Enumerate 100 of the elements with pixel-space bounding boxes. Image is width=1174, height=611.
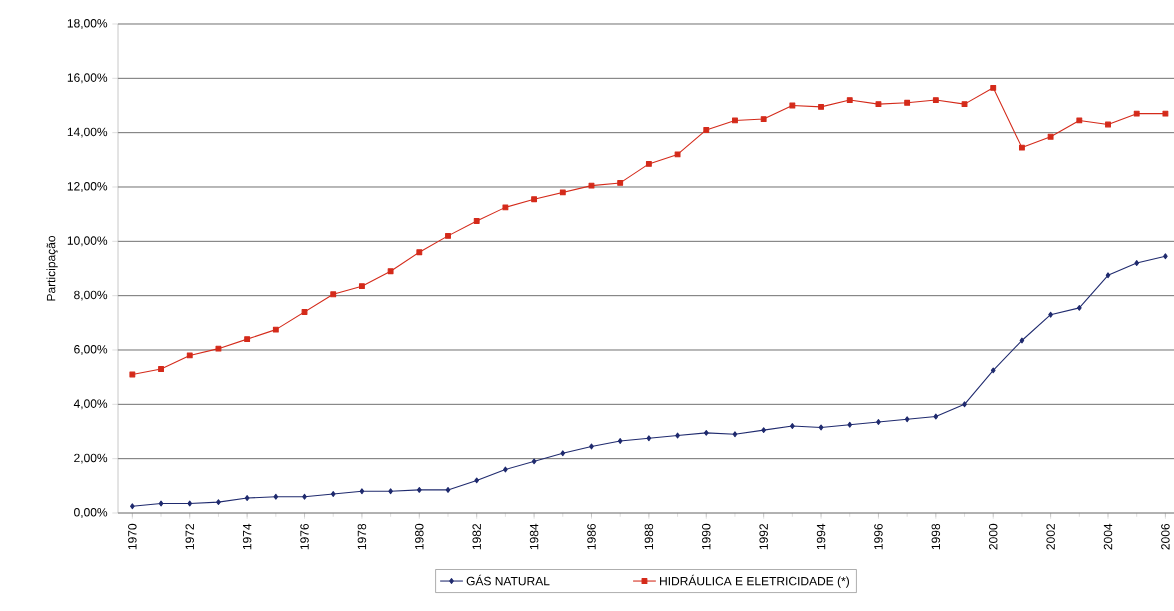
x-tick-label: 1988 [644,523,654,550]
point [186,352,193,359]
y-tick-label: 16,00% [67,73,108,84]
point [645,160,652,167]
point [962,401,967,408]
point [302,493,307,500]
y-tick-label: 12,00% [67,182,108,192]
point [818,424,824,431]
point [387,268,394,275]
x-tick-label: 1978 [357,523,367,550]
x-tick-label: 1994 [816,523,826,550]
point [703,429,709,436]
point [990,367,996,374]
point [846,97,853,104]
y-tick-label: 8,00% [74,290,108,301]
y-tick-label: 6,00% [74,345,108,355]
x-tick-label: 2000 [988,523,998,550]
point [732,431,738,438]
point [588,182,595,189]
x-tick-label: 1986 [587,523,596,550]
y-tick-label: 0,00% [74,508,108,518]
point [904,99,911,106]
point [790,423,795,429]
point [1105,272,1111,279]
y-tick-label: 10,00% [67,236,108,247]
point [589,443,594,450]
x-tick-label: 1982 [472,524,481,550]
point [187,500,193,507]
point [646,435,652,442]
point [761,427,766,434]
point [445,486,451,493]
point [617,438,623,444]
point [358,283,365,290]
point [876,419,881,425]
x-tick-label: 1996 [874,523,883,550]
point [330,491,336,497]
point [961,101,968,108]
point [789,102,796,109]
point [158,366,164,372]
point [1019,337,1025,344]
x-tick-label: 1984 [529,523,539,550]
x-tick-label: 1992 [759,524,768,550]
point [732,117,738,124]
point [1018,144,1025,151]
point [445,232,451,239]
point [933,413,939,420]
point [674,151,681,158]
point [502,204,509,211]
point [990,84,997,91]
point [1162,110,1169,117]
y-axis-title: Participação [46,236,58,301]
point [904,416,910,423]
point [1105,121,1111,128]
point [560,450,566,457]
point [1076,117,1083,124]
x-tick-label: 1970 [128,523,137,550]
legend-label: HIDRÁULICA E ELETRICIDADE (*) [660,574,849,588]
point [301,309,308,315]
point [474,477,480,484]
x-tick-label: 1990 [702,523,711,550]
point [215,345,222,352]
x-tick-label: 2006 [1161,523,1170,550]
point [760,116,767,123]
point [388,488,393,495]
point [503,466,508,473]
point [617,179,624,186]
point [847,421,853,428]
x-tick-label: 1998 [931,523,941,550]
point [1047,133,1054,140]
point [272,326,279,333]
point [703,127,710,133]
y-tick-label: 14,00% [67,127,108,138]
point [473,218,480,224]
y-tick-label: 2,00% [74,453,108,464]
point [531,196,538,203]
point [416,486,422,493]
point [158,500,164,507]
point [330,291,337,298]
legend-label: GÁS NATURAL [466,574,550,586]
x-tick-label: 1976 [300,523,309,550]
point [559,189,566,196]
point [244,336,251,343]
point [273,493,279,500]
x-tick-label: 1974 [242,523,252,550]
x-tick-label: 2004 [1103,523,1113,550]
point [818,103,824,110]
point [875,101,882,108]
point [1134,260,1140,266]
y-tick-label: 4,00% [73,399,108,410]
point [129,371,136,378]
point [675,432,680,439]
x-tick-label: 1972 [185,524,194,550]
x-tick-label: 2002 [1046,524,1055,550]
point [1048,311,1053,318]
y-tick-label: 18,00% [67,19,108,29]
point [1076,304,1082,311]
point [1133,110,1140,117]
point [932,97,939,104]
point [531,458,537,465]
point [216,499,221,506]
